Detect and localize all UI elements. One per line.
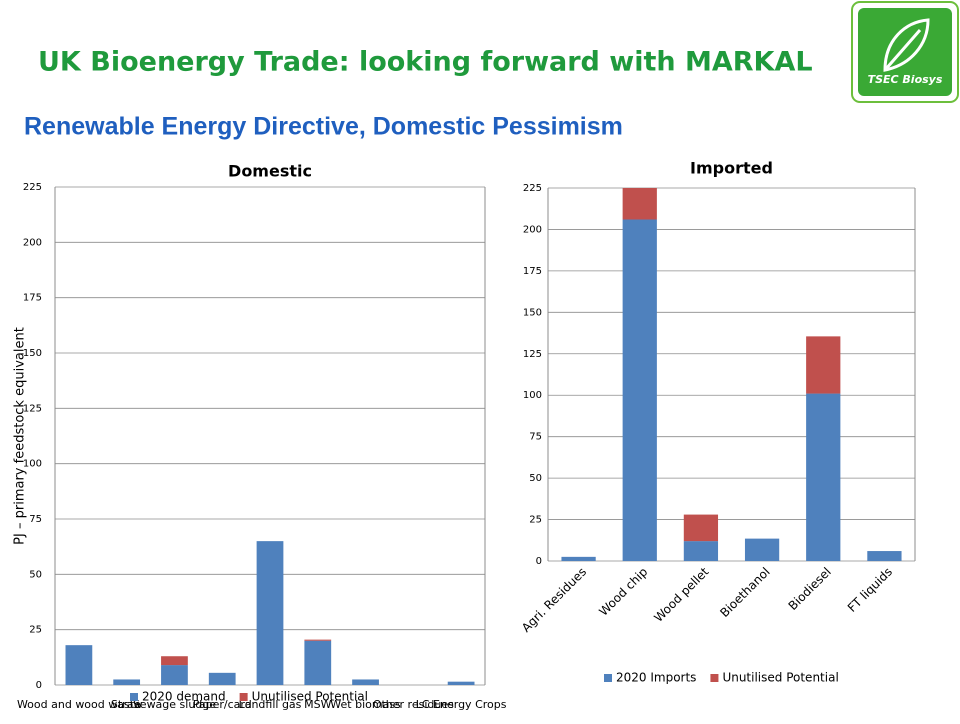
bar: [161, 665, 188, 685]
x-tick-label: Agri. Residues: [519, 565, 589, 635]
y-tick-label: 175: [523, 266, 542, 277]
y-tick-label: 150: [23, 348, 42, 359]
bar: [304, 640, 332, 685]
logo-leaf: [883, 18, 930, 72]
bar: [744, 538, 780, 561]
bar: [256, 541, 284, 685]
chart-title: Imported: [690, 159, 773, 178]
logo-text: TSEC Biosys: [868, 73, 943, 86]
y-tick-label: 125: [23, 403, 42, 414]
bar: [161, 656, 188, 666]
bar: [352, 679, 379, 685]
y-tick-label: 75: [29, 514, 42, 525]
bar: [622, 219, 657, 561]
bar: [65, 645, 93, 685]
x-tick-label: Paper/card: [193, 698, 252, 711]
x-tick-label: Straw: [111, 698, 143, 711]
y-axis-label: PJ – primary feedstock equivalent: [13, 327, 28, 545]
legend-label: 2020 demand: [142, 690, 226, 704]
y-tick-label: 100: [23, 459, 42, 470]
y-tick-label: 200: [23, 237, 42, 248]
bar: [561, 556, 596, 561]
bar: [304, 639, 332, 641]
y-tick-label: 225: [523, 183, 542, 194]
x-tick-label: Sewage sludge: [133, 698, 216, 711]
bar: [683, 514, 719, 542]
chart-title: Domestic: [228, 162, 312, 181]
y-tick-label: 100: [523, 390, 542, 401]
y-tick-label: 175: [23, 293, 42, 304]
y-tick-label: 25: [29, 625, 42, 636]
x-tick-label: Wood and wood waste: [17, 698, 141, 711]
y-tick-label: 0: [36, 680, 42, 691]
legend-label: Unutilised Potential: [252, 690, 368, 704]
y-tick-label: 75: [529, 432, 542, 443]
y-tick-label: 225: [23, 182, 42, 193]
x-tick-label: FT liquids: [845, 565, 895, 615]
y-tick-label: 0: [536, 556, 542, 567]
bar: [447, 681, 475, 685]
x-tick-label: Wood pellet: [651, 564, 711, 624]
legend-label: 2020 Imports: [616, 671, 696, 685]
y-tick-label: 25: [529, 515, 542, 526]
x-tick-label: Biodiesel: [786, 565, 834, 613]
bar: [867, 551, 902, 561]
bar: [208, 672, 236, 685]
legend-swatch: [710, 674, 719, 682]
bar: [806, 393, 841, 561]
y-tick-label: 200: [523, 224, 542, 235]
x-tick-label: Wood chip: [596, 565, 650, 619]
legend-swatch: [604, 674, 612, 682]
y-tick-label: 50: [529, 473, 542, 484]
x-tick-label: Landfill gas: [239, 698, 302, 711]
x-tick-label: LC Energy Crops: [416, 698, 507, 711]
y-tick-label: 150: [523, 307, 542, 318]
x-tick-label: Wet biomass: [330, 698, 401, 711]
slide-title: UK Bioenergy Trade: looking forward with…: [38, 47, 813, 78]
legend-swatch: [130, 693, 138, 701]
y-tick-label: 125: [523, 349, 542, 360]
slide-subtitle: Renewable Energy Directive, Domestic Pes…: [24, 113, 623, 141]
legend-label: Unutilised Potential: [722, 671, 838, 685]
x-tick-label: MSW: [304, 698, 331, 711]
bar: [806, 336, 841, 394]
bar: [683, 541, 719, 561]
bar: [622, 188, 657, 220]
x-tick-label: Other residues: [373, 698, 454, 711]
bar: [113, 679, 141, 685]
x-tick-label: Bioethanol: [717, 565, 772, 620]
y-tick-label: 50: [29, 569, 42, 580]
legend-swatch: [239, 693, 248, 701]
